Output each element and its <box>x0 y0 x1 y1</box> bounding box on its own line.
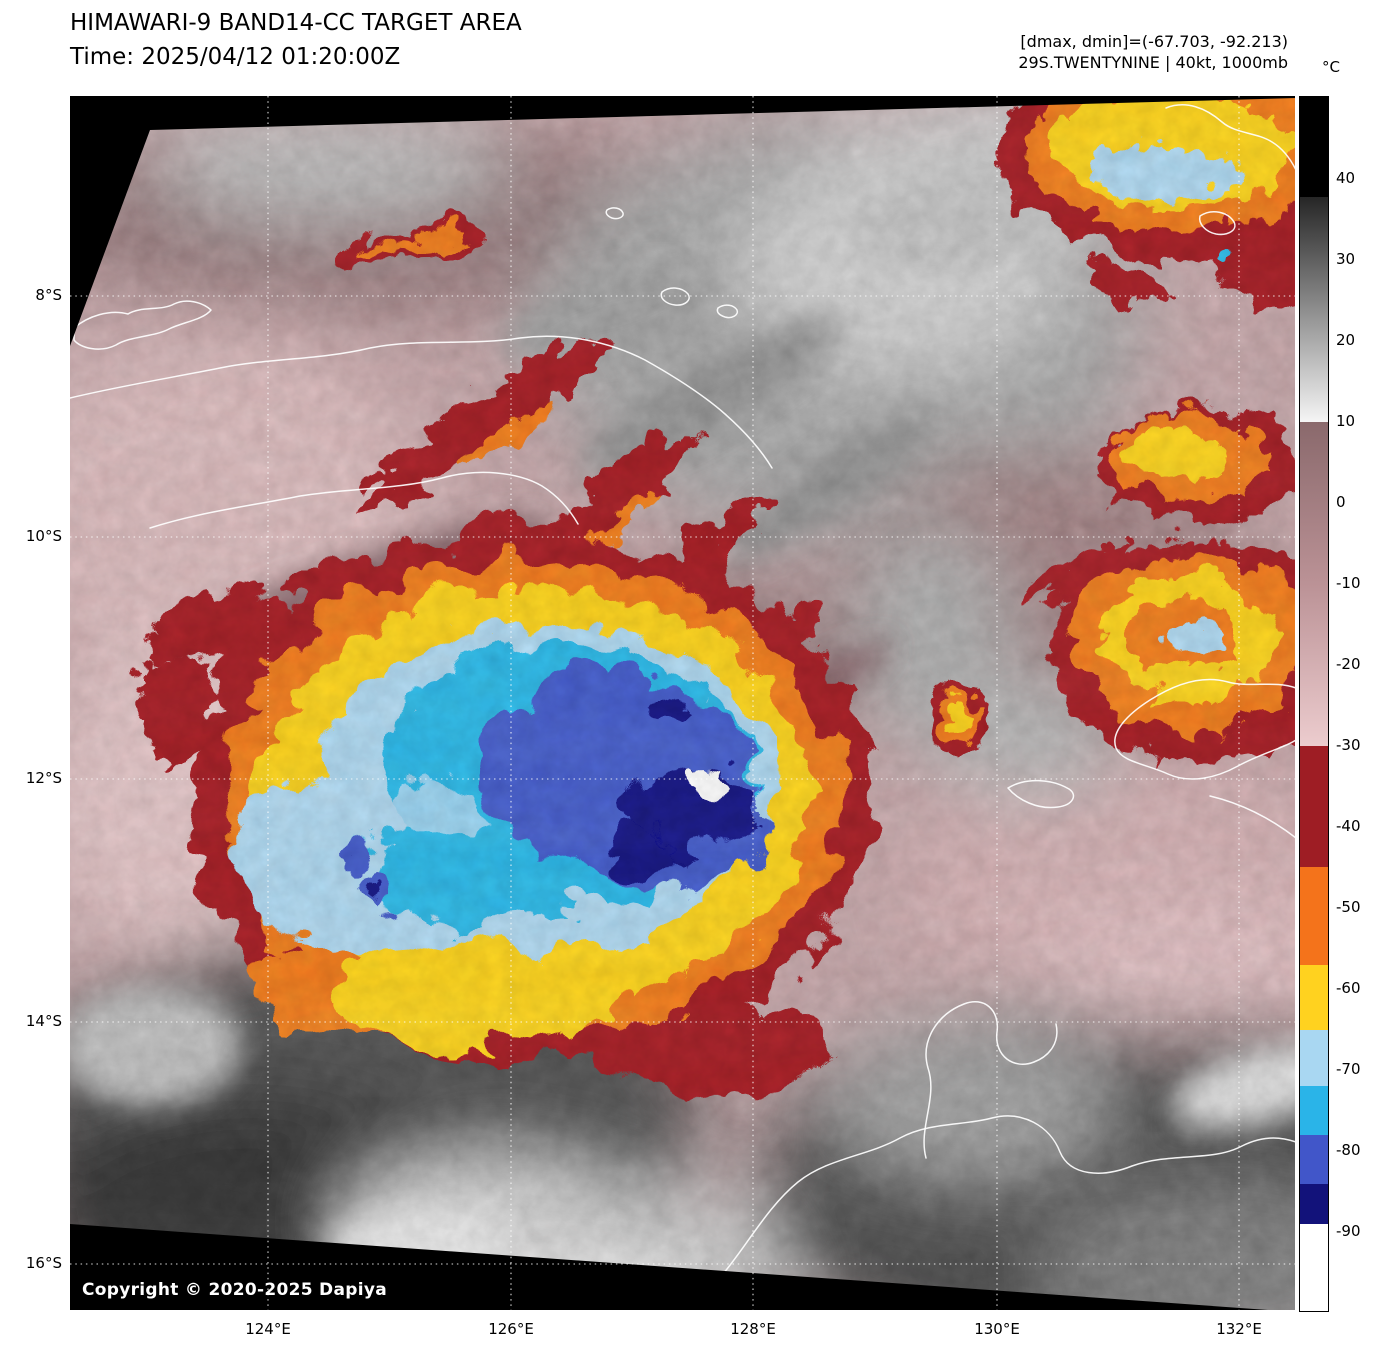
colorbar-tick-m10: -10 <box>1336 574 1361 592</box>
colorbar-seg-lightblue <box>1300 1030 1328 1086</box>
copyright-watermark: Copyright © 2020-2025 Dapiya <box>82 1280 387 1300</box>
colorbar-seg-cyan <box>1300 1086 1328 1135</box>
colorbar-tick-m80: -80 <box>1336 1141 1361 1159</box>
lat-label-10s: 10°S <box>25 527 62 545</box>
lat-label-16s: 16°S <box>25 1254 62 1272</box>
header-right-block: [dmax, dmin]=(-67.703, -92.213) 29S.TWEN… <box>1018 31 1288 73</box>
colorbar-tick-10: 10 <box>1336 412 1356 430</box>
lat-label-8s: 8°S <box>35 286 62 304</box>
colorbar-tick-m30: -30 <box>1336 736 1361 754</box>
colorbar <box>1299 96 1329 1312</box>
gridlines <box>70 96 1295 1310</box>
colorbar-tick-30: 30 <box>1336 250 1356 268</box>
colorbar-tick-m40: -40 <box>1336 817 1361 835</box>
grain-dark <box>70 98 1295 1310</box>
colorbar-unit-label: °C <box>1322 58 1340 76</box>
colorbar-seg-navy <box>1300 1184 1328 1224</box>
colorbar-seg-white <box>1300 1224 1328 1311</box>
colorbar-tick-20: 20 <box>1336 331 1356 349</box>
colorbar-seg-gray-gradient <box>1300 197 1328 422</box>
lat-label-14s: 14°S <box>25 1012 62 1030</box>
timestamp: Time: 2025/04/12 01:20:00Z <box>70 44 401 70</box>
lon-label-128e: 128°E <box>730 1320 776 1338</box>
dmax-dmin-readout: [dmax, dmin]=(-67.703, -92.213) <box>1020 32 1288 51</box>
colorbar-seg-orange <box>1300 867 1328 965</box>
lon-label-132e: 132°E <box>1216 1320 1262 1338</box>
page-title: HIMAWARI-9 BAND14-CC TARGET AREA <box>70 10 522 36</box>
map-area: Copyright © 2020-2025 Dapiya <box>70 96 1296 1312</box>
colorbar-tick-m20: -20 <box>1336 655 1361 673</box>
storm-info: 29S.TWENTYNINE | 40kt, 1000mb <box>1018 53 1288 72</box>
colorbar-tick-m50: -50 <box>1336 898 1361 916</box>
colorbar-seg-darkred <box>1300 746 1328 867</box>
colorbar-tick-m70: -70 <box>1336 1060 1361 1078</box>
colorbar-seg-black <box>1300 97 1328 197</box>
lon-label-124e: 124°E <box>245 1320 291 1338</box>
colorbar-seg-yellow <box>1300 965 1328 1030</box>
lon-label-130e: 130°E <box>974 1320 1020 1338</box>
colorbar-tick-m90: -90 <box>1336 1222 1361 1240</box>
colorbar-tick-0: 0 <box>1336 493 1346 511</box>
colorbar-tick-40: 40 <box>1336 169 1356 187</box>
colorbar-seg-royalblue <box>1300 1135 1328 1184</box>
colorbar-scale <box>1300 97 1328 1311</box>
lon-label-126e: 126°E <box>488 1320 534 1338</box>
lat-label-12s: 12°S <box>25 769 62 787</box>
colorbar-tick-m60: -60 <box>1336 979 1361 997</box>
satellite-image <box>70 96 1296 1312</box>
colorbar-seg-mauve-gradient <box>1300 422 1328 746</box>
